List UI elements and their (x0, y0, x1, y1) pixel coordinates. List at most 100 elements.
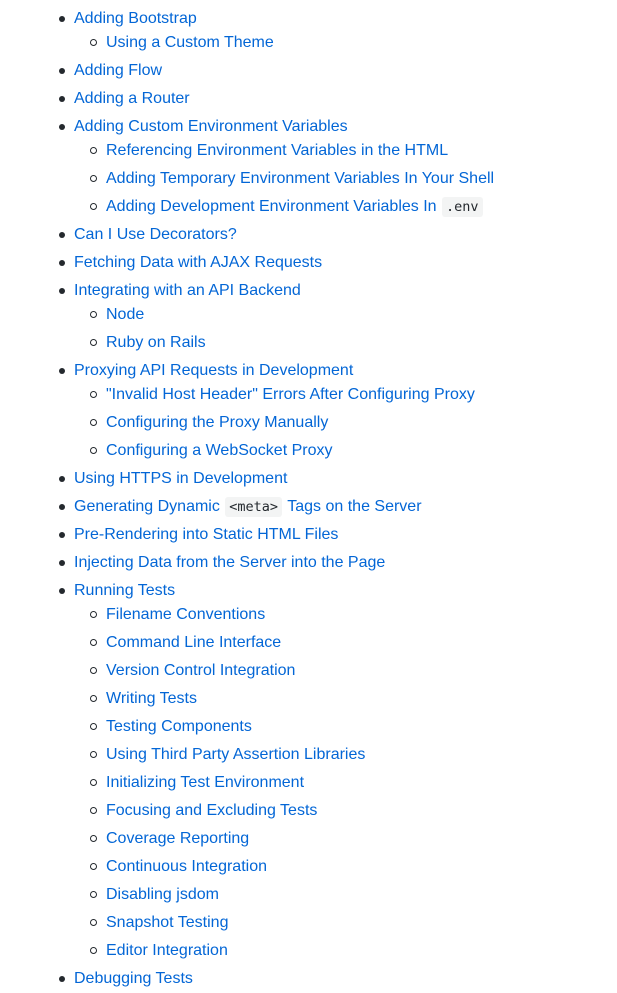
bullet-disc-icon (59, 260, 65, 266)
toc-sublink[interactable]: Testing Components (106, 718, 252, 735)
toc-sublink[interactable]: Node (106, 306, 144, 323)
toc-link[interactable]: Running Tests (74, 582, 175, 599)
bullet-circle-icon (90, 311, 97, 318)
bullet-circle-icon (90, 147, 97, 154)
toc-row: Integrating with an API Backend (59, 277, 617, 305)
toc-subrow: Initializing Test Environment (90, 769, 617, 797)
inline-code: <meta> (225, 497, 283, 517)
toc-subitem: Editor Integration (74, 937, 617, 965)
toc-link[interactable]: Adding Bootstrap (74, 10, 197, 27)
toc-subrow: Focusing and Excluding Tests (90, 797, 617, 825)
toc-link[interactable]: Generating Dynamic <meta> Tags on the Se… (74, 497, 422, 517)
toc-sublink-label: "Invalid Host Header" Errors After Confi… (106, 386, 475, 403)
toc-subitem: Using Third Party Assertion Libraries (74, 741, 617, 769)
toc-link[interactable]: Proxying API Requests in Development (74, 362, 353, 379)
toc-subitem: Continuous Integration (74, 853, 617, 881)
toc-subitem: Using a Custom Theme (74, 29, 617, 57)
toc-sublink[interactable]: "Invalid Host Header" Errors After Confi… (106, 386, 475, 403)
toc-item: Fetching Data with AJAX Requests (0, 249, 617, 277)
toc-link[interactable]: Integrating with an API Backend (74, 282, 301, 299)
bullet-circle-icon (90, 723, 97, 730)
toc-sublink[interactable]: Configuring the Proxy Manually (106, 414, 328, 431)
toc-sublink[interactable]: Focusing and Excluding Tests (106, 802, 317, 819)
toc-sublink[interactable]: Using a Custom Theme (106, 34, 274, 51)
bullet-disc-icon (59, 976, 65, 982)
toc-item: Injecting Data from the Server into the … (0, 549, 617, 577)
toc-sublist: Using a Custom Theme (74, 29, 617, 57)
toc-sublink[interactable]: Initializing Test Environment (106, 774, 304, 791)
toc-link-label: Fetching Data with AJAX Requests (74, 254, 323, 271)
toc-sublink[interactable]: Adding Development Environment Variables… (106, 197, 484, 217)
toc-subitem: Configuring the Proxy Manually (74, 409, 617, 437)
toc-link[interactable]: Can I Use Decorators? (74, 226, 237, 243)
toc-sublink[interactable]: Configuring a WebSocket Proxy (106, 442, 332, 459)
toc-link-label-suffix: Tags on the Server (283, 498, 422, 515)
toc-link[interactable]: Adding a Router (74, 90, 190, 107)
toc-subrow: Node (90, 301, 617, 329)
toc-sublist: Node Ruby on Rails (74, 301, 617, 357)
toc-subitem: "Invalid Host Header" Errors After Confi… (74, 381, 617, 409)
toc-sublink-label: Coverage Reporting (106, 830, 250, 847)
toc-subrow: Disabling jsdom (90, 881, 617, 909)
toc-sublink-label: Configuring the Proxy Manually (106, 414, 329, 431)
toc-item: Using HTTPS in Development (0, 465, 617, 493)
toc-link[interactable]: Fetching Data with AJAX Requests (74, 254, 322, 271)
toc-item: Debugging Tests (0, 965, 617, 993)
toc-subrow: Adding Temporary Environment Variables I… (90, 165, 617, 193)
toc-row: Adding Bootstrap (59, 5, 617, 33)
toc-row: Can I Use Decorators? (59, 221, 617, 249)
toc-sublink-label: Snapshot Testing (106, 914, 229, 931)
toc-subrow: Editor Integration (90, 937, 617, 965)
bullet-circle-icon (90, 891, 97, 898)
toc-link-label: Debugging Tests (74, 970, 193, 987)
toc-sublink-label: Adding Temporary Environment Variables I… (106, 170, 495, 187)
toc-link[interactable]: Adding Custom Environment Variables (74, 118, 348, 135)
toc-sublink-label: Disabling jsdom (106, 886, 219, 903)
toc-subrow: Command Line Interface (90, 629, 617, 657)
toc-link[interactable]: Adding Flow (74, 62, 162, 79)
toc-item: Adding a Router (0, 85, 617, 113)
toc-row: Debugging Tests (59, 965, 617, 993)
toc-sublink[interactable]: Editor Integration (106, 942, 228, 959)
toc-link[interactable]: Debugging Tests (74, 970, 193, 987)
toc-sublist: Filename Conventions Command Line Interfa… (74, 601, 617, 965)
toc-subitem: Focusing and Excluding Tests (74, 797, 617, 825)
toc-subitem: Snapshot Testing (74, 909, 617, 937)
toc-subrow: Filename Conventions (90, 601, 617, 629)
toc-item: Running Tests Filename Conventions Command… (0, 577, 617, 965)
toc-sublink[interactable]: Command Line Interface (106, 634, 281, 651)
toc-item: Integrating with an API Backend Node Ruby … (0, 277, 617, 357)
toc-sublink-label: Configuring a WebSocket Proxy (106, 442, 333, 459)
toc-row: Adding Custom Environment Variables (59, 113, 617, 141)
toc-sublink-label: Command Line Interface (106, 634, 282, 651)
bullet-circle-icon (90, 667, 97, 674)
toc-row: Pre-Rendering into Static HTML Files (59, 521, 617, 549)
toc-link[interactable]: Pre-Rendering into Static HTML Files (74, 526, 338, 543)
toc-sublink[interactable]: Snapshot Testing (106, 914, 228, 931)
toc-link[interactable]: Injecting Data from the Server into the … (74, 554, 385, 571)
toc-sublink[interactable]: Adding Temporary Environment Variables I… (106, 170, 494, 187)
toc-link-label: Pre-Rendering into Static HTML Files (74, 526, 339, 543)
toc-sublink[interactable]: Using Third Party Assertion Libraries (106, 746, 365, 763)
bullet-circle-icon (90, 419, 97, 426)
bullet-disc-icon (59, 232, 65, 238)
toc-sublink[interactable]: Ruby on Rails (106, 334, 206, 351)
toc-sublink[interactable]: Coverage Reporting (106, 830, 249, 847)
bullet-disc-icon (59, 476, 65, 482)
toc-sublink[interactable]: Version Control Integration (106, 662, 295, 679)
toc-link[interactable]: Using HTTPS in Development (74, 470, 287, 487)
bullet-circle-icon (90, 447, 97, 454)
toc-sublink[interactable]: Writing Tests (106, 690, 197, 707)
toc-link-label: Adding Custom Environment Variables (74, 118, 348, 135)
toc-subrow: Referencing Environment Variables in the… (90, 137, 617, 165)
bullet-disc-icon (59, 588, 65, 594)
toc-sublink[interactable]: Continuous Integration (106, 858, 267, 875)
toc-sublink[interactable]: Referencing Environment Variables in the… (106, 142, 448, 159)
bullet-disc-icon (59, 288, 65, 294)
toc-subitem: Adding Temporary Environment Variables I… (74, 165, 617, 193)
toc-item: Adding Bootstrap Using a Custom Theme (0, 5, 617, 57)
toc-sublink[interactable]: Disabling jsdom (106, 886, 219, 903)
toc-sublink-label: Version Control Integration (106, 662, 296, 679)
toc-sublink[interactable]: Filename Conventions (106, 606, 265, 623)
